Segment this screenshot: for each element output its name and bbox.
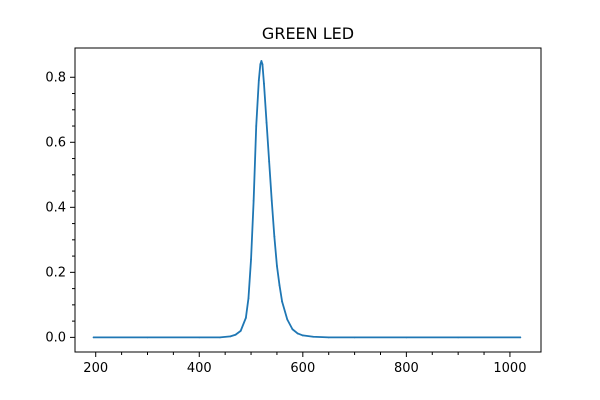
data-point	[219, 336, 221, 339]
data-point	[273, 235, 276, 238]
data-point	[244, 316, 247, 319]
plot-area	[74, 47, 542, 353]
y-tick-label-0.0: 0.0	[45, 330, 66, 345]
data-point	[263, 82, 265, 85]
data-point	[278, 284, 281, 287]
data-point	[252, 199, 255, 202]
data-point	[265, 121, 268, 124]
data-point	[327, 336, 330, 339]
data-point	[255, 125, 258, 127]
minor-ticks	[72, 93, 485, 355]
data-point	[234, 333, 237, 336]
data-point	[312, 335, 315, 338]
data-point	[198, 336, 201, 339]
data-point	[229, 335, 232, 338]
data-point	[291, 328, 294, 331]
data-point	[259, 63, 262, 66]
data-point	[268, 160, 271, 163]
data-point	[457, 336, 460, 339]
data-point	[239, 329, 242, 332]
data-point	[276, 264, 278, 267]
data-point	[405, 336, 408, 339]
data-point	[270, 199, 273, 202]
y-tick-label-0.2: 0.2	[45, 265, 66, 280]
data-point	[281, 300, 284, 303]
chart-title: GREEN LED	[262, 24, 354, 43]
data-point	[146, 336, 149, 339]
y-axis: 0.0 0.2 0.4 0.6 0.8	[45, 70, 75, 345]
plot-frame	[74, 47, 542, 353]
series-line-0	[92, 60, 522, 339]
y-tick-label-0.8: 0.8	[45, 70, 66, 85]
data-point	[260, 60, 263, 62]
y-tick-label-0.6: 0.6	[45, 135, 66, 150]
data-point	[250, 258, 252, 261]
x-tick-label-600: 600	[290, 361, 315, 376]
data-point	[353, 336, 356, 339]
data-point	[301, 334, 304, 337]
data-point	[247, 297, 250, 300]
data-point	[519, 336, 522, 339]
x-tick-label-1000: 1000	[493, 361, 526, 376]
x-tick-label-800: 800	[394, 361, 419, 376]
x-tick-label-200: 200	[83, 361, 108, 376]
series-layer	[92, 60, 522, 339]
y-tick-label-0.4: 0.4	[45, 200, 66, 215]
data-point	[257, 79, 260, 82]
x-tick-label-400: 400	[187, 361, 212, 376]
x-axis: 200 400 600 800 1000	[83, 352, 526, 376]
data-point	[296, 332, 299, 335]
data-point	[92, 336, 95, 339]
data-point	[261, 63, 264, 66]
data-point	[286, 318, 289, 321]
